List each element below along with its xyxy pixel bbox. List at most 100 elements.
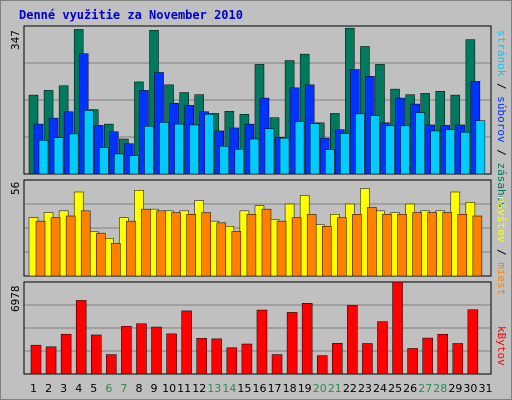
top-bar-stránok-8 — [144, 125, 154, 175]
bottom-bar-kBytov-14 — [226, 347, 238, 375]
top-bar-stránok-28 — [445, 129, 455, 175]
top-bar-stránok-19 — [309, 123, 320, 175]
middle-bar-miest-15 — [246, 214, 257, 277]
middle-bar-miest-30 — [472, 215, 483, 277]
x-tick-label-20: 20 — [313, 382, 327, 395]
top-bar-stránok-5 — [99, 147, 109, 175]
middle-bar-miest-13 — [216, 222, 227, 277]
top-bar-stránok-10 — [174, 123, 184, 175]
middle-bar-miest-24 — [382, 214, 392, 277]
bottom-bar-kBytov-4 — [75, 300, 87, 375]
bottom-bar-kBytov-29 — [452, 343, 464, 375]
middle-bar-miest-19 — [306, 214, 317, 277]
top-bar-stránok-9 — [159, 122, 169, 175]
top-bar-súborov-6 — [109, 131, 119, 175]
x-tick-label-9: 9 — [151, 382, 158, 395]
x-tick-label-1: 1 — [30, 382, 37, 395]
middle-bar-miest-12 — [201, 212, 211, 277]
middle-bar-miest-26 — [412, 212, 422, 277]
middle-bar-miest-21 — [337, 217, 347, 277]
middle-bar-miest-28 — [442, 212, 452, 277]
top-bar-stránok-24 — [385, 125, 395, 175]
top-bar-stránok-4 — [83, 110, 94, 175]
middle-bar-miest-1 — [35, 220, 46, 277]
middle-bar-miest-14 — [231, 231, 242, 277]
x-tick-label-31: 31 — [478, 382, 492, 395]
x-tick-label-16: 16 — [253, 382, 267, 395]
x-tick-label-8: 8 — [135, 382, 142, 395]
top-bar-stránok-15 — [249, 138, 260, 175]
middle-bar-miest-17 — [276, 220, 287, 277]
bottom-bar-kBytov-7 — [121, 326, 132, 375]
bottom-bar-kBytov-26 — [407, 348, 418, 375]
top-bar-stránok-26 — [415, 112, 425, 175]
middle-bar-miest-11 — [186, 214, 196, 277]
x-tick-label-4: 4 — [75, 382, 82, 395]
bottom-bar-kBytov-16 — [256, 309, 268, 375]
bottom-bar-kBytov-20 — [316, 355, 328, 375]
middle-bar-miest-6 — [111, 243, 121, 277]
top-bar-stránok-29 — [460, 131, 471, 175]
bottom-bar-kBytov-25 — [392, 281, 403, 375]
x-tick-label-28: 28 — [433, 382, 447, 395]
x-tick-label-26: 26 — [403, 382, 417, 395]
x-tick-label-18: 18 — [283, 382, 297, 395]
x-tick-label-11: 11 — [177, 382, 191, 395]
bottom-bar-kBytov-22 — [347, 305, 358, 375]
middle-bar-miest-23 — [367, 207, 377, 277]
x-tick-label-5: 5 — [90, 382, 97, 395]
bottom-bar-kBytov-18 — [286, 312, 298, 375]
top-bar-stránok-22 — [355, 113, 365, 175]
bottom-bar-kBytov-11 — [181, 310, 192, 375]
middle-bar-miest-10 — [171, 212, 181, 277]
top-bar-stránok-30 — [475, 120, 486, 175]
bottom-bar-kBytov-6 — [106, 354, 117, 375]
bottom-bar-kBytov-8 — [136, 323, 147, 375]
x-tick-label-6: 6 — [105, 382, 112, 395]
middle-bar-miest-29 — [457, 214, 468, 277]
middle-bar-miest-2 — [50, 217, 61, 277]
x-tick-label-29: 29 — [448, 382, 462, 395]
middle-bar-miest-7 — [126, 220, 136, 277]
middle-bar-miest-5 — [96, 232, 106, 277]
bottom-bar-kBytov-13 — [211, 338, 223, 375]
middle-bar-miest-22 — [352, 214, 362, 277]
x-tick-label-21: 21 — [328, 382, 342, 395]
x-tick-label-3: 3 — [60, 382, 67, 395]
x-tick-label-15: 15 — [237, 382, 251, 395]
bottom-bar-kBytov-2 — [45, 346, 57, 375]
x-tick-label-17: 17 — [268, 382, 282, 395]
top-bar-stránok-20 — [324, 149, 335, 175]
middle-bar-miest-3 — [65, 215, 76, 277]
x-tick-label-2: 2 — [45, 382, 52, 395]
middle-bar-miest-16 — [261, 208, 272, 277]
middle-bar-miest-18 — [291, 217, 302, 277]
bottom-bar-kBytov-10 — [166, 333, 177, 375]
middle-bar-miest-25 — [397, 214, 407, 277]
bottom-bar-kBytov-30 — [467, 309, 479, 375]
bottom-bar-kBytov-1 — [30, 344, 42, 375]
bottom-bar-kBytov-21 — [332, 343, 343, 375]
top-bar-stránok-16 — [264, 128, 275, 175]
x-tick-label-24: 24 — [373, 382, 387, 395]
bottom-bar-kBytov-15 — [241, 343, 253, 375]
bottom-bar-kBytov-19 — [301, 303, 313, 375]
top-bar-stránok-3 — [68, 133, 79, 175]
middle-bar-miest-20 — [321, 226, 332, 277]
x-tick-label-27: 27 — [418, 382, 432, 395]
x-tick-label-23: 23 — [358, 382, 372, 395]
x-tick-label-7: 7 — [120, 382, 127, 395]
top-bar-stránok-23 — [370, 115, 380, 175]
x-tick-label-30: 30 — [463, 382, 477, 395]
top-bar-stránok-7 — [129, 155, 139, 175]
top-bar-stránok-13 — [219, 146, 230, 175]
top-bar-stránok-27 — [430, 130, 440, 175]
top-bar-stránok-6 — [114, 153, 124, 175]
bottom-bar-kBytov-27 — [422, 337, 433, 375]
middle-bar-miest-27 — [427, 212, 437, 277]
bottom-bar-kBytov-17 — [271, 354, 283, 375]
x-tick-label-10: 10 — [162, 382, 176, 395]
top-bar-stránok-17 — [279, 137, 290, 175]
bottom-bar-kBytov-12 — [196, 338, 207, 375]
